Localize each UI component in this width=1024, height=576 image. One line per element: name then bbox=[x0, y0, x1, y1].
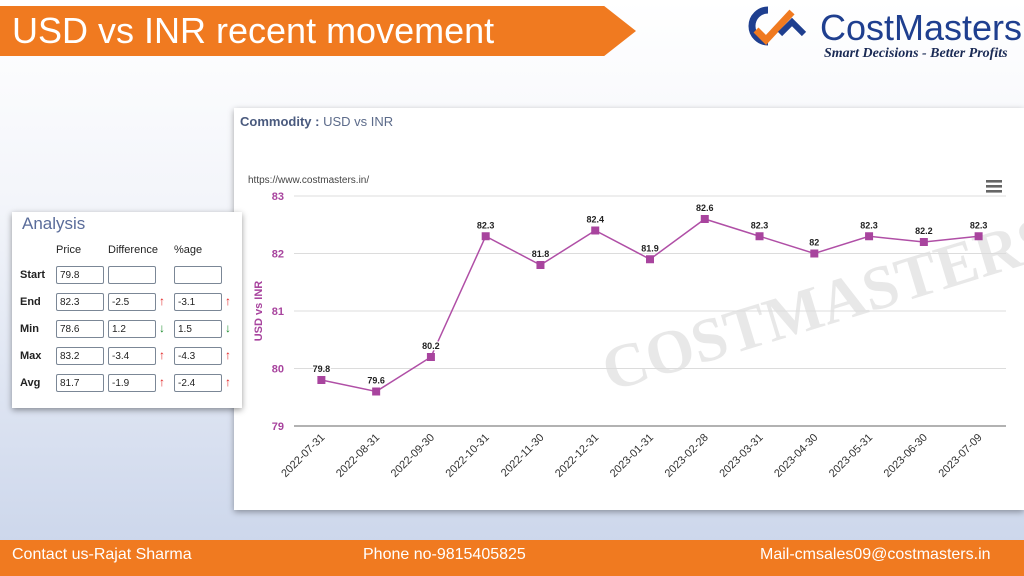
analysis-price-field: 83.2 bbox=[56, 347, 104, 365]
data-label: 82.6 bbox=[696, 203, 714, 213]
analysis-difference-field: -2.5 bbox=[108, 293, 156, 311]
data-label: 82.3 bbox=[860, 220, 878, 230]
data-point bbox=[646, 255, 654, 264]
y-axis-label: USD vs INR bbox=[253, 281, 265, 342]
data-point bbox=[755, 232, 764, 241]
arrow-up-icon: ↑ bbox=[225, 375, 231, 389]
analysis-col-header: Difference bbox=[108, 244, 158, 256]
menu-icon bbox=[986, 190, 1002, 193]
analysis-price-field: 79.8 bbox=[56, 266, 104, 284]
analysis-difference-field: 1.2 bbox=[108, 320, 156, 338]
arrow-down-icon: ↓ bbox=[159, 321, 165, 335]
x-tick-label: 2023-07-09 bbox=[936, 432, 984, 480]
analysis-row-label: Start bbox=[20, 269, 46, 281]
commodity-key: Commodity : bbox=[240, 114, 320, 129]
data-label: 82.3 bbox=[970, 220, 988, 230]
logo-tagline: Smart Decisions - Better Profits bbox=[824, 46, 1008, 61]
data-point bbox=[481, 232, 490, 241]
arrow-up-icon: ↑ bbox=[159, 348, 165, 362]
data-point bbox=[426, 353, 435, 361]
footer: Contact us-Rajat Sharma Phone no-9815405… bbox=[0, 540, 1024, 576]
data-label: 81.9 bbox=[641, 243, 659, 253]
footer-mail: Mail-cmsales09@costmasters.in bbox=[760, 546, 991, 563]
analysis-col-header: Price bbox=[56, 244, 82, 256]
y-tick-label: 81 bbox=[272, 306, 284, 318]
logo: CostMasters Smart Decisions - Better Pro… bbox=[734, 4, 1022, 66]
data-point bbox=[974, 232, 983, 241]
y-tick-label: 82 bbox=[272, 249, 284, 261]
data-label: 80.2 bbox=[422, 341, 440, 351]
analysis-row-label: Min bbox=[20, 323, 39, 335]
analysis-percentage-field: 1.5 bbox=[174, 320, 222, 338]
logo-name: CostMasters bbox=[820, 7, 1023, 48]
x-tick-label: 2022-09-30 bbox=[389, 432, 437, 480]
data-point bbox=[810, 249, 819, 258]
arrow-up-icon: ↑ bbox=[159, 294, 165, 308]
x-tick-label: 2022-07-31 bbox=[279, 432, 327, 480]
data-point bbox=[865, 232, 874, 241]
x-tick-label: 2023-03-31 bbox=[717, 432, 765, 480]
data-label: 82.2 bbox=[915, 226, 933, 236]
x-tick-label: 2022-12-31 bbox=[553, 432, 601, 480]
data-point bbox=[919, 238, 928, 246]
data-point bbox=[372, 387, 381, 396]
x-tick-label: 2023-01-31 bbox=[608, 432, 656, 480]
x-tick-label: 2023-06-30 bbox=[882, 432, 930, 480]
footer-contact: Contact us-Rajat Sharma bbox=[12, 546, 192, 563]
analysis-panel: Analysis Price Difference %age Start 79.8 End… bbox=[12, 212, 242, 408]
analysis-price-field: 78.6 bbox=[56, 320, 104, 338]
analysis-percentage-field: -2.4 bbox=[174, 374, 222, 392]
menu-icon bbox=[986, 185, 1002, 188]
y-tick-label: 83 bbox=[272, 191, 284, 203]
menu-icon bbox=[986, 180, 1002, 183]
data-label: 82 bbox=[809, 238, 819, 248]
analysis-price-field: 81.7 bbox=[56, 374, 104, 392]
title-banner bbox=[0, 6, 636, 56]
chart-card: COSTMASTERS https://www.costmasters.in/79… bbox=[234, 108, 1024, 510]
x-tick-label: 2023-04-30 bbox=[772, 432, 820, 480]
page-title: USD vs INR recent movement bbox=[12, 10, 495, 51]
x-tick-label: 2022-11-30 bbox=[499, 432, 547, 480]
arrow-down-icon: ↓ bbox=[225, 321, 231, 335]
arrow-up-icon: ↑ bbox=[225, 348, 231, 362]
data-point bbox=[536, 261, 545, 269]
analysis-percentage-field bbox=[174, 266, 222, 284]
x-tick-label: 2023-05-31 bbox=[827, 432, 875, 480]
analysis-row-label: End bbox=[20, 296, 41, 308]
data-label: 82.3 bbox=[751, 220, 769, 230]
data-point bbox=[591, 226, 600, 235]
y-tick-label: 79 bbox=[272, 421, 284, 433]
analysis-row-label: Max bbox=[20, 350, 42, 362]
analysis-price-field: 82.3 bbox=[56, 293, 104, 311]
costmasters-logo-icon bbox=[748, 6, 807, 46]
arrow-up-icon: ↑ bbox=[159, 375, 165, 389]
analysis-col-header: %age bbox=[174, 244, 203, 256]
data-label: 79.6 bbox=[367, 376, 385, 386]
analysis-percentage-field: -3.1 bbox=[174, 293, 222, 311]
data-label: 81.8 bbox=[532, 249, 550, 259]
data-label: 82.3 bbox=[477, 220, 495, 230]
data-point bbox=[317, 376, 326, 384]
footer-phone: Phone no-9815405825 bbox=[363, 546, 526, 563]
commodity-label: Commodity : USD vs INR bbox=[240, 114, 393, 129]
commodity-value: USD vs INR bbox=[323, 114, 394, 129]
data-label: 79.8 bbox=[313, 364, 331, 374]
analysis-title: Analysis bbox=[22, 214, 86, 233]
arrow-up-icon: ↑ bbox=[225, 294, 231, 308]
line-chart: COSTMASTERS https://www.costmasters.in/79… bbox=[248, 175, 1024, 480]
watermark-text: COSTMASTERS bbox=[594, 203, 1024, 405]
analysis-difference-field: -3.4 bbox=[108, 347, 156, 365]
x-tick-label: 2022-08-31 bbox=[334, 432, 382, 480]
x-tick-label: 2022-10-31 bbox=[444, 432, 492, 480]
analysis-percentage-field: -4.3 bbox=[174, 347, 222, 365]
analysis-row-label: Avg bbox=[20, 377, 41, 389]
chart-credit: https://www.costmasters.in/ bbox=[248, 175, 369, 186]
data-point bbox=[700, 215, 709, 223]
data-label: 82.4 bbox=[586, 215, 604, 225]
analysis-difference-field: -1.9 bbox=[108, 374, 156, 392]
analysis-difference-field bbox=[108, 266, 156, 284]
x-tick-label: 2023-02-28 bbox=[663, 432, 711, 480]
y-tick-label: 80 bbox=[272, 364, 284, 376]
